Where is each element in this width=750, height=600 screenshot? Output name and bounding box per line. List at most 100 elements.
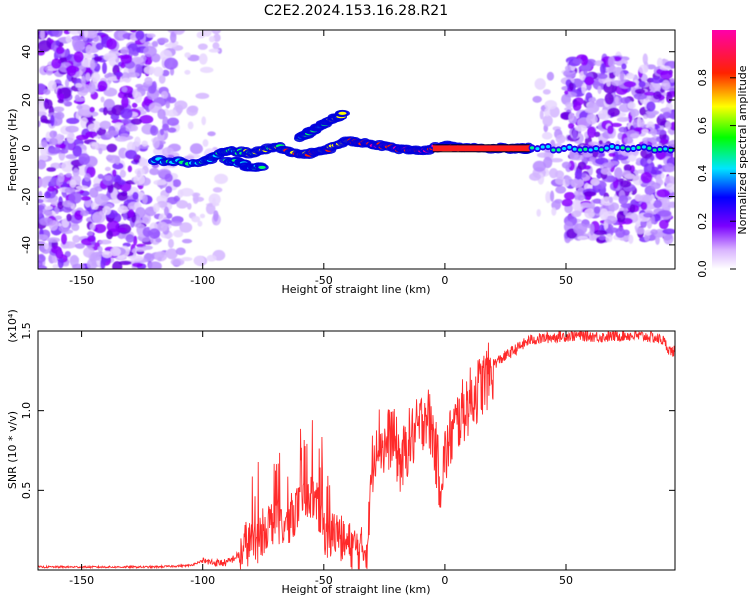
noise-blob: [143, 65, 156, 75]
track-core: [663, 147, 668, 151]
noise-blob: [74, 94, 80, 102]
noise-blob: [78, 156, 88, 163]
noise-blob: [532, 95, 542, 103]
noise-blob: [114, 156, 121, 165]
noise-blob: [657, 164, 663, 169]
noise-blob: [621, 63, 627, 70]
spectrogram-y-ticks: -40 -20 0 20 40: [20, 45, 675, 254]
noise-blob: [544, 108, 551, 117]
noise-blob: [638, 64, 649, 74]
noise-blob: [154, 251, 168, 262]
noise-blob: [54, 215, 62, 221]
noise-blob: [158, 74, 166, 84]
noise-blob: [206, 254, 217, 262]
noise-blob: [660, 173, 665, 179]
noise-blob: [179, 222, 193, 233]
noise-blob: [623, 137, 634, 144]
noise-blob: [584, 107, 596, 114]
noise-blob: [93, 56, 103, 62]
noise-blob: [592, 198, 602, 204]
noise-blob: [212, 197, 217, 207]
noise-blob: [608, 152, 616, 157]
noise-blob: [148, 102, 162, 113]
noise-blob: [106, 230, 113, 240]
noise-blob: [65, 172, 72, 178]
track-core: [338, 111, 347, 115]
noise-blob: [583, 191, 597, 197]
noise-blob: [165, 185, 173, 194]
noise-blob: [120, 46, 129, 56]
noise-blob: [165, 101, 170, 109]
noise-blob: [149, 125, 159, 136]
noise-blob: [613, 56, 622, 62]
noise-blob: [189, 143, 203, 155]
noise-blob: [581, 83, 587, 94]
noise-blob: [38, 190, 43, 199]
noise-blob: [589, 156, 597, 163]
noise-blob: [47, 80, 57, 92]
noise-blob: [197, 43, 208, 50]
noise-blob: [55, 39, 60, 46]
noise-blob: [87, 123, 100, 132]
noise-blob: [119, 169, 126, 178]
noise-blob: [100, 96, 105, 103]
noise-blob: [657, 210, 672, 217]
snr-y-label: SNR (10 * v/v): [6, 411, 19, 489]
noise-blob: [659, 65, 671, 71]
x-tick-label: -50: [315, 274, 333, 287]
noise-blob: [49, 130, 57, 139]
noise-blob: [135, 83, 144, 89]
noise-blob: [132, 51, 139, 57]
noise-blob: [85, 131, 98, 138]
noise-blob: [120, 108, 133, 120]
noise-blob: [586, 126, 597, 138]
noise-blob: [181, 238, 193, 244]
noise-blob: [608, 56, 616, 68]
noise-blob: [103, 106, 108, 116]
noise-blob: [121, 118, 133, 124]
noise-blob: [68, 30, 83, 35]
noise-blob: [661, 79, 671, 91]
noise-blob: [164, 43, 177, 48]
noise-blob: [57, 99, 65, 104]
noise-blob: [87, 230, 93, 237]
noise-blob: [546, 71, 555, 81]
noise-blob: [127, 189, 133, 197]
noise-blob: [619, 180, 632, 188]
noise-blob: [577, 235, 589, 241]
noise-blob: [157, 108, 166, 120]
track-core: [546, 145, 551, 149]
noise-blob: [134, 168, 146, 176]
noise-blob: [598, 235, 606, 241]
x-tick-label: -150: [69, 574, 94, 587]
noise-blob: [93, 223, 107, 234]
noise-blob: [139, 30, 143, 31]
track-core: [540, 145, 545, 149]
noise-blob: [664, 163, 675, 173]
noise-blob: [656, 189, 670, 198]
noise-blob: [183, 155, 195, 160]
noise-blob: [202, 139, 209, 147]
noise-blob: [606, 78, 611, 87]
track-core: [583, 147, 588, 151]
noise-blob: [169, 31, 177, 44]
noise-blob: [167, 117, 179, 127]
y-tick-label: -20: [20, 188, 33, 206]
noise-blob: [656, 57, 663, 68]
noise-blob: [542, 115, 553, 127]
noise-blob: [90, 59, 96, 71]
noise-blob: [597, 85, 602, 95]
noise-blob: [128, 208, 135, 218]
x-tick-label: -50: [315, 574, 333, 587]
colorbar-tick-label: 0.4: [696, 165, 709, 183]
noise-blob: [130, 56, 144, 64]
noise-blob: [656, 114, 667, 126]
noise-blob: [184, 69, 191, 75]
noise-blob: [211, 30, 222, 35]
noise-blob: [153, 202, 160, 213]
noise-blob: [614, 96, 619, 105]
noise-blob: [647, 165, 652, 172]
noise-blob: [66, 131, 75, 144]
noise-blob: [131, 102, 138, 108]
spectrogram-panel: -150 -100 -50 0 50 -40 -20 0 20 40 Height of str…: [6, 29, 676, 296]
